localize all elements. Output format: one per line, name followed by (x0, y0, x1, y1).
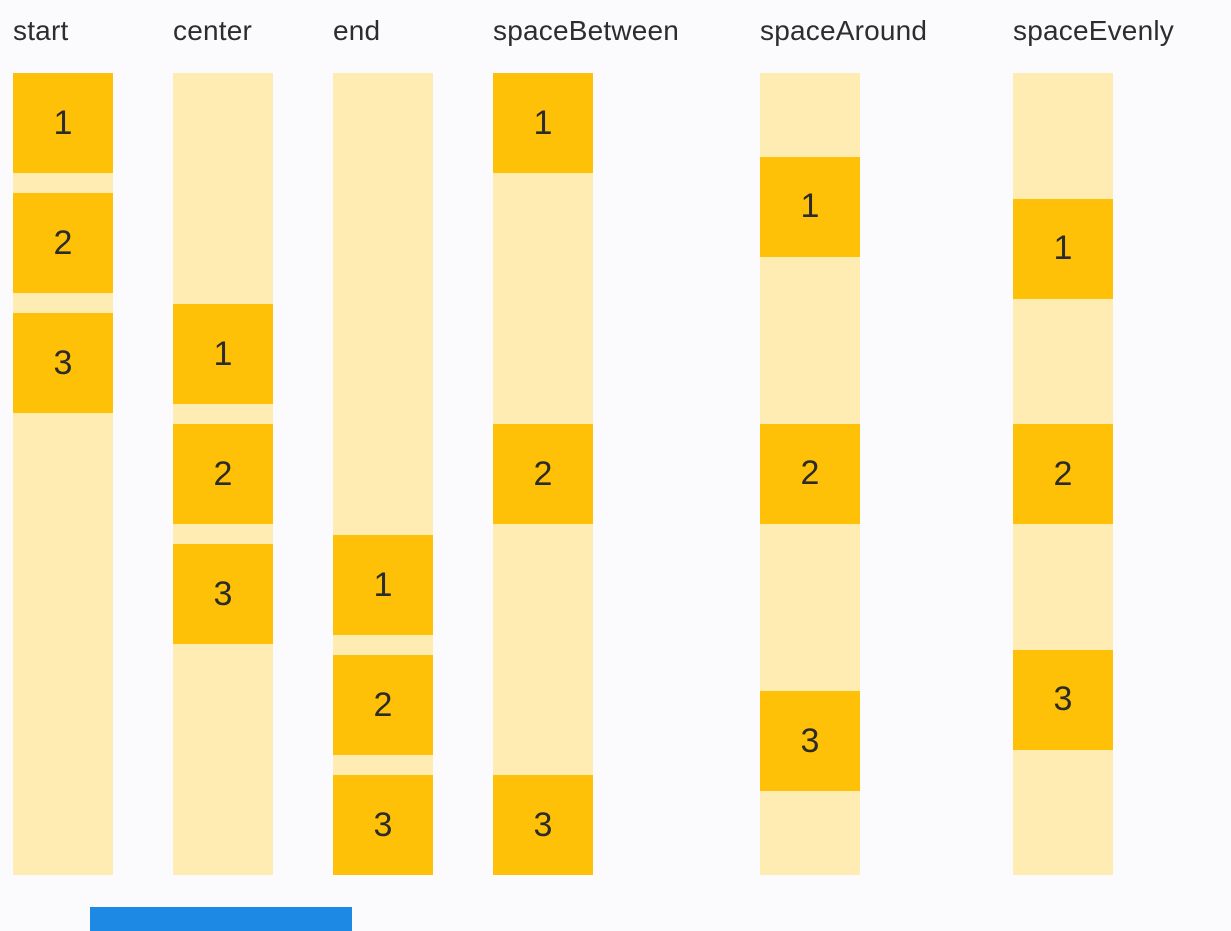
flex-item: 3 (760, 691, 860, 792)
column-label-spaceevenly: spaceEvenly (1013, 15, 1174, 46)
column-label-end: end (333, 15, 381, 46)
column-label-start: start (13, 15, 69, 46)
column-track-spacearound: 1 2 3 (760, 73, 860, 875)
flex-item: 1 (13, 73, 113, 173)
partial-blue-box (90, 907, 352, 931)
flex-item: 3 (1013, 649, 1113, 750)
flex-item: 1 (1013, 198, 1113, 299)
column-label-center: center (173, 15, 253, 46)
flex-item: 1 (173, 304, 273, 404)
flex-item: 3 (173, 544, 273, 644)
column-track-spaceevenly: 1 2 3 (1013, 73, 1113, 875)
flex-item: 2 (13, 193, 113, 293)
column-track-spacebetween: 1 2 3 (493, 73, 593, 875)
column-label-spacebetween: spaceBetween (493, 15, 680, 46)
flex-item: 3 (493, 775, 593, 875)
flex-item: 2 (1013, 424, 1113, 524)
column-label-spacearound: spaceAround (760, 15, 928, 46)
demo-unit-spaceevenly: spaceEvenly 1 2 3 (1013, 0, 1174, 875)
flex-item: 1 (333, 535, 433, 635)
column-track-end: 1 2 3 (333, 73, 433, 875)
column-track-center: 1 2 3 (173, 73, 273, 875)
flex-item: 2 (173, 424, 273, 524)
flex-item: 1 (760, 156, 860, 257)
demo-unit-start: start 1 2 3 (13, 0, 113, 875)
demo-unit-spacebetween: spaceBetween 1 2 3 (493, 0, 680, 875)
demo-unit-end: end 1 2 3 (333, 0, 433, 875)
flex-item: 2 (333, 655, 433, 755)
column-track-start: 1 2 3 (13, 73, 113, 875)
demo-unit-center: center 1 2 3 (173, 0, 273, 875)
flex-item: 3 (333, 775, 433, 875)
flex-item: 2 (493, 424, 593, 524)
flex-item: 3 (13, 313, 113, 413)
demo-unit-spacearound: spaceAround 1 2 3 (760, 0, 928, 875)
flex-item: 1 (493, 73, 593, 173)
flex-item: 2 (760, 423, 860, 524)
